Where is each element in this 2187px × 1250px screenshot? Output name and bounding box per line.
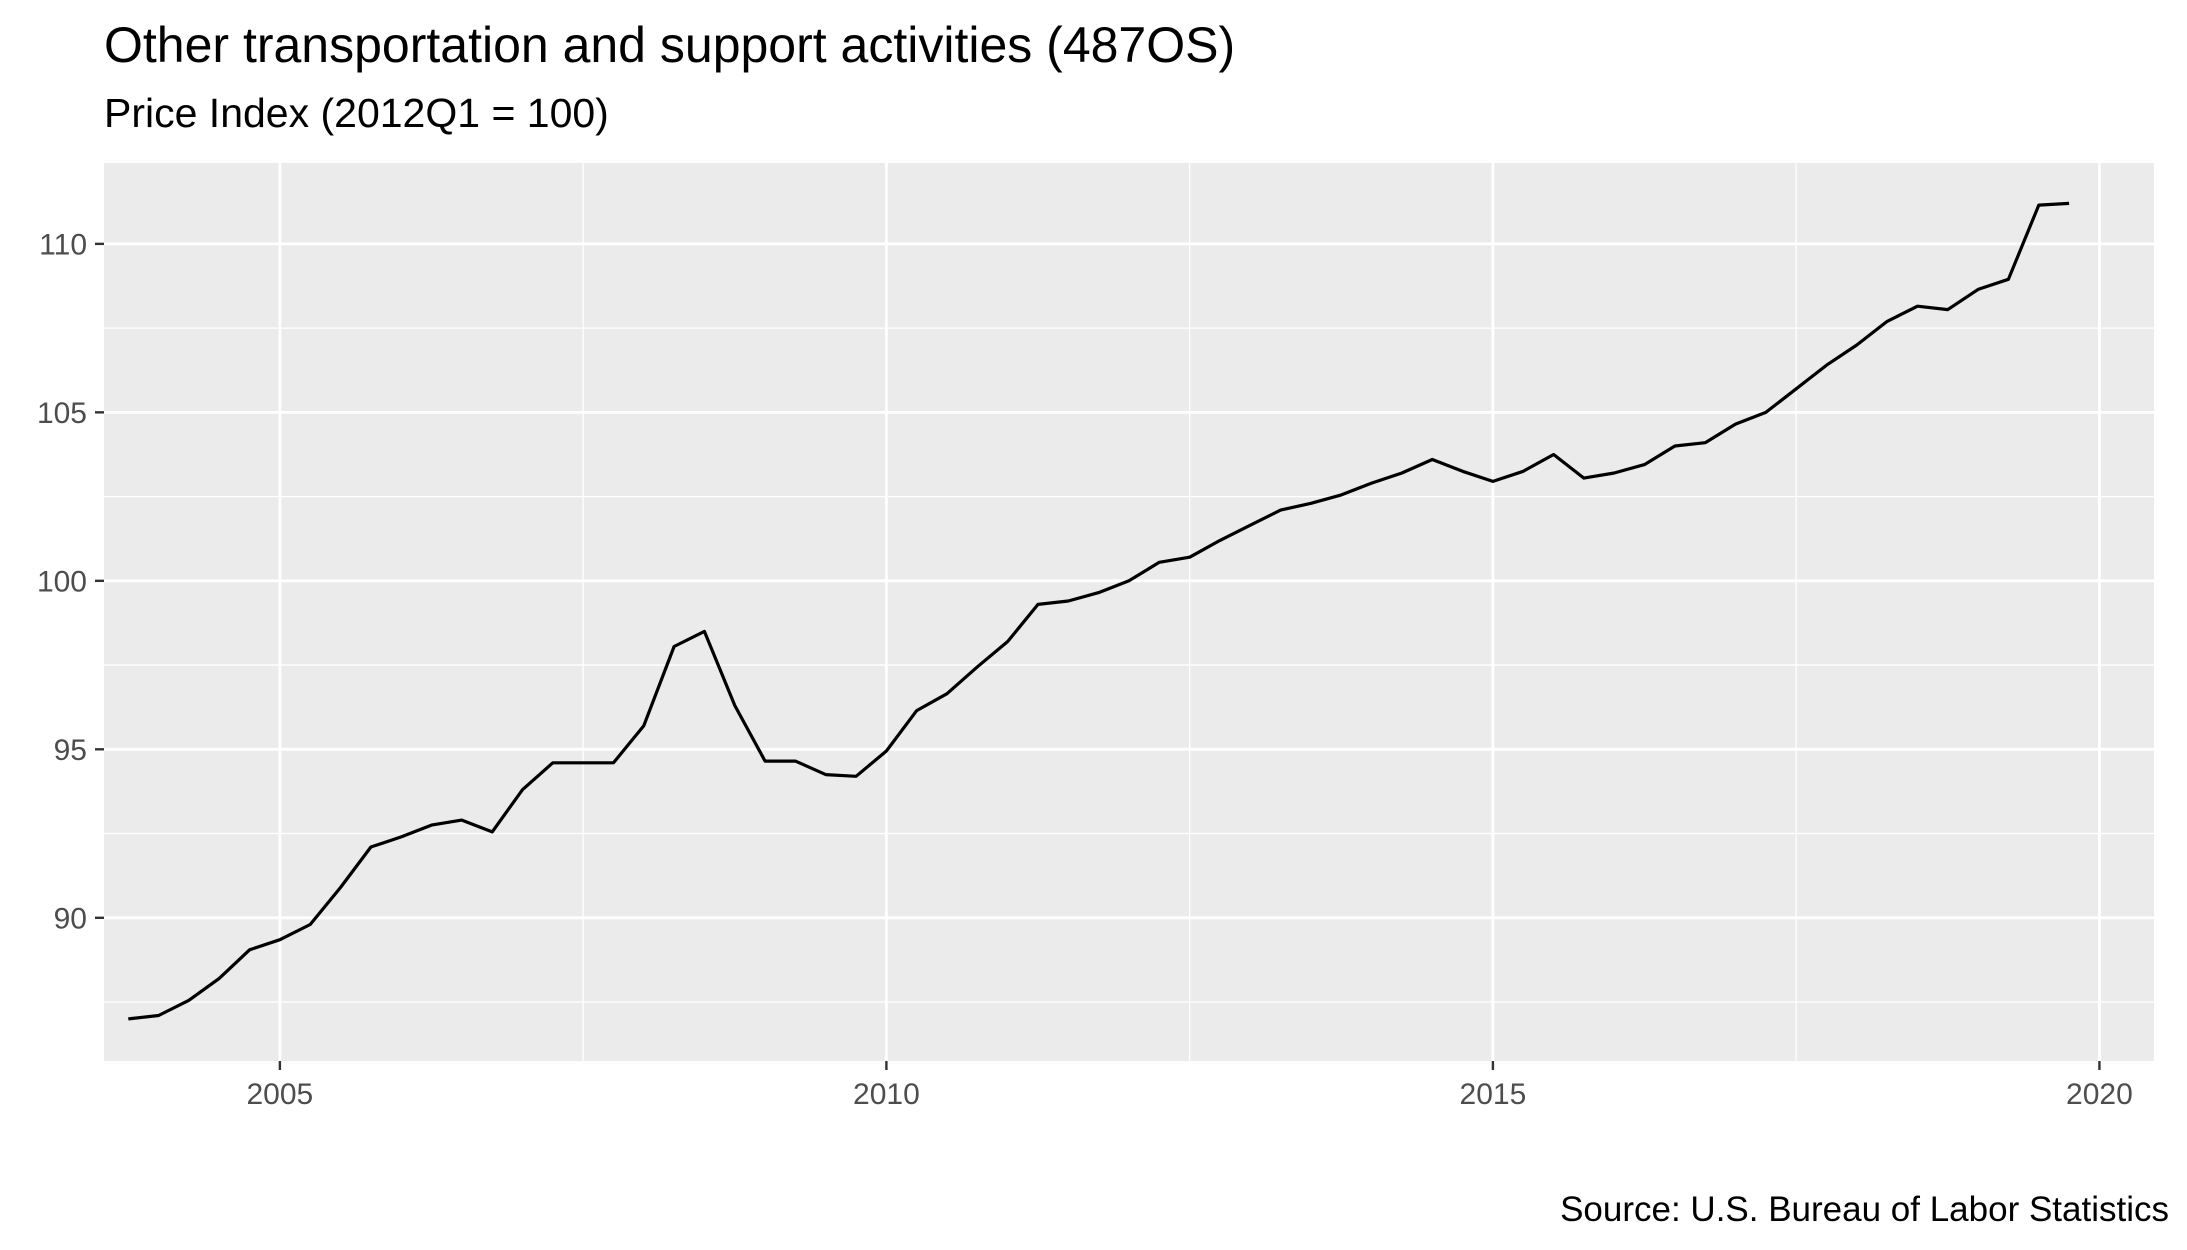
y-tick-label: 95 <box>54 734 87 767</box>
major-gridlines-x <box>278 163 2101 1061</box>
x-tick-label: 2010 <box>853 1078 920 1111</box>
y-tick-label: 105 <box>37 397 87 430</box>
source-caption: Source: U.S. Bureau of Labor Statistics <box>1560 1190 2169 1229</box>
y-tick-label: 90 <box>54 902 87 935</box>
y-tick-label: 100 <box>37 565 87 598</box>
series-group <box>128 201 2070 1021</box>
minor-gridlines-x <box>582 163 1797 1061</box>
chart-subtitle: Price Index (2012Q1 = 100) <box>104 90 609 136</box>
series-line <box>128 201 2070 1021</box>
plot-panel <box>104 163 2154 1061</box>
chart-title: Other transportation and support activit… <box>104 17 1236 73</box>
y-axis: 90 95 100 105 110 <box>37 228 104 935</box>
x-tick-label: 2020 <box>2066 1078 2133 1111</box>
x-axis: 2005 2010 2015 2020 <box>247 1061 2133 1111</box>
x-tick-label: 2005 <box>247 1078 314 1111</box>
y-tick-label: 110 <box>39 228 87 261</box>
x-tick-label: 2015 <box>1460 1078 1527 1111</box>
minor-gridlines-y <box>104 327 2154 1003</box>
